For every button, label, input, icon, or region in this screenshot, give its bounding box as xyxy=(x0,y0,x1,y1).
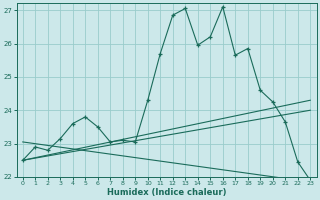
X-axis label: Humidex (Indice chaleur): Humidex (Indice chaleur) xyxy=(107,188,226,197)
